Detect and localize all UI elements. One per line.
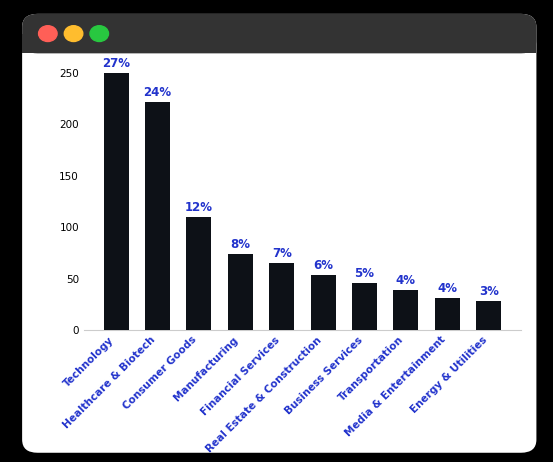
Circle shape bbox=[90, 26, 108, 42]
Text: 27%: 27% bbox=[102, 57, 130, 70]
Text: 4%: 4% bbox=[396, 274, 416, 287]
Text: 12%: 12% bbox=[185, 201, 213, 214]
Text: 3%: 3% bbox=[479, 285, 499, 298]
Text: 6%: 6% bbox=[313, 259, 333, 273]
Bar bbox=[476, 301, 501, 330]
Bar bbox=[394, 290, 418, 330]
Bar bbox=[435, 298, 460, 330]
Bar bbox=[145, 102, 170, 330]
Bar bbox=[186, 217, 211, 330]
Bar bbox=[104, 73, 128, 330]
Bar bbox=[228, 254, 253, 330]
Text: 4%: 4% bbox=[437, 282, 457, 295]
Bar bbox=[269, 263, 294, 330]
Text: 24%: 24% bbox=[143, 86, 171, 99]
FancyBboxPatch shape bbox=[22, 14, 536, 53]
Circle shape bbox=[39, 26, 57, 42]
Bar bbox=[352, 283, 377, 330]
Text: 7%: 7% bbox=[272, 247, 291, 260]
Bar bbox=[22, 34, 536, 53]
Text: 8%: 8% bbox=[230, 238, 251, 251]
FancyBboxPatch shape bbox=[22, 14, 536, 453]
Text: 5%: 5% bbox=[354, 267, 374, 280]
Circle shape bbox=[64, 26, 83, 42]
Bar bbox=[311, 275, 336, 330]
